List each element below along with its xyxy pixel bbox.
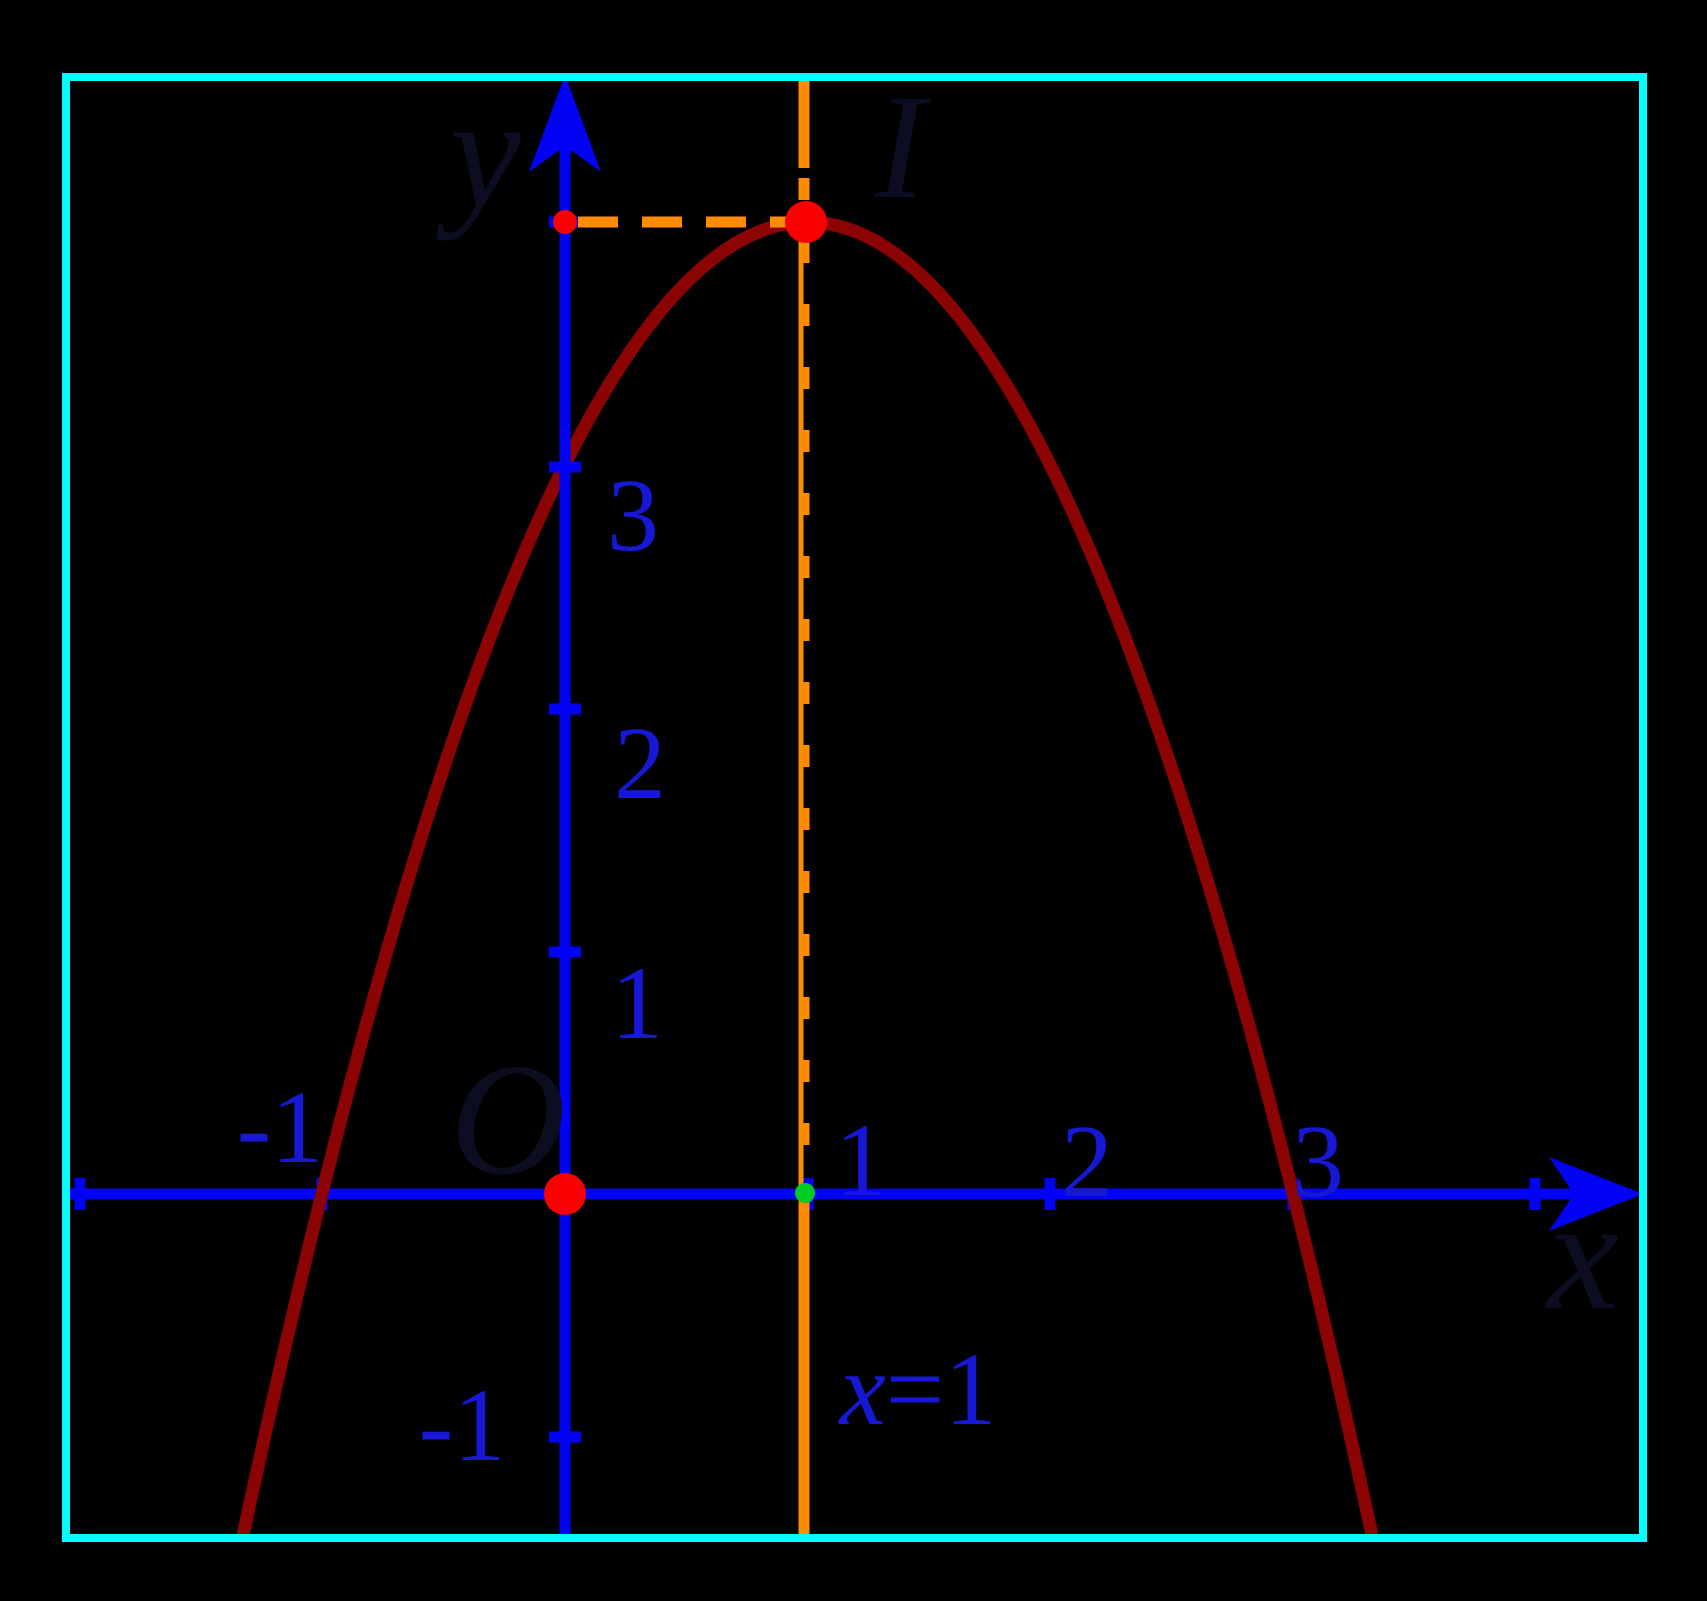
x-tick-label-2: 2 (1061, 1104, 1113, 1219)
y-tick-label-1: 1 (611, 946, 663, 1061)
y4-guide-point (553, 210, 577, 234)
x-tick-label-3: 3 (1292, 1104, 1344, 1219)
x-tick-label-1: 1 (835, 1103, 887, 1218)
points (544, 201, 827, 1215)
x-tick-label-minus1: -1 (237, 1070, 324, 1185)
y-tick-label-2: 2 (614, 706, 666, 821)
x1-axis-point (795, 1183, 815, 1203)
symmetry-line-x1 (798, 77, 810, 1538)
origin-label: O (450, 1030, 566, 1208)
y-axis-arrowhead (529, 75, 601, 172)
x-axis-label: x (1545, 1165, 1618, 1343)
frame-border (62, 73, 1647, 1542)
symmetry-line-label: x=1 (838, 1332, 997, 1447)
y-axis (529, 75, 601, 1538)
vertex-label: I (874, 64, 931, 230)
y-tick-label-minus1: -1 (419, 1368, 506, 1483)
y-axis-label: y (435, 63, 521, 241)
labels: y x O I 3 2 1 -1 -1 1 2 3 x=1 (237, 63, 1619, 1483)
symmetry-label-value: =1 (886, 1332, 997, 1447)
y-tick-label-3: 3 (607, 458, 659, 573)
vertex-point (785, 201, 827, 243)
symmetry-label-var: x (838, 1332, 886, 1447)
origin-point (544, 1173, 586, 1215)
x-axis-arrowhead (1549, 1157, 1643, 1231)
